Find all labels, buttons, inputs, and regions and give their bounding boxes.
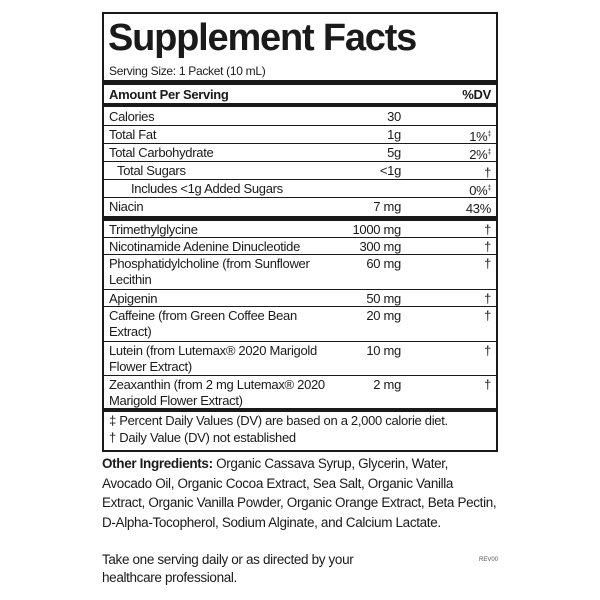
ingredient-row: Trimethylglycine 1000 mg † [104,221,496,238]
thick-divider [104,216,496,221]
supplement-facts-panel: Supplement Facts Serving Size: 1 Packet … [102,12,498,452]
footnote: ‡ Percent Daily Values (DV) are based on… [109,413,448,428]
nutrient-amount: <1g [379,163,401,178]
footnotes: ‡ Percent Daily Values (DV) are based on… [109,412,448,446]
nutrient-amount: 7 mg [373,199,401,214]
ingredient-name: Caffeine (from Green Coffee Bean Extract… [109,308,297,339]
panel-title: Supplement Facts [108,17,417,59]
ingredient-name: Trimethylglycine [109,222,198,237]
other-ingredients: Other Ingredients: Organic Cassava Syrup… [102,454,498,532]
ingredient-amount: 10 mg [366,343,401,358]
amount-per-serving-label: Amount Per Serving [109,86,229,102]
ingredient-row: Zeaxanthin (from 2 mg Lutemax® 2020 Mari… [104,376,496,411]
ingredient-table: Trimethylglycine 1000 mg † Nicotinamide A… [104,221,496,411]
nutrient-row: Niacin 7 mg 43% [104,198,496,216]
dv-value: 2% [469,147,488,162]
nutrient-dv: † [484,163,491,181]
ingredient-dv: † [484,308,491,323]
ingredient-name: Nicotinamide Adenine Dinucleotide [109,239,301,254]
dv-value: 1% [469,129,488,144]
ingredient-dv: † [484,343,491,358]
revision-code: REV00 [479,557,499,563]
ingredient-amount: 1000 mg [352,222,402,237]
dv-value: 0% [469,183,488,198]
dv-value: 43% [465,201,491,216]
ingredient-row: Nicotinamide Adenine Dinucleotide 300 mg… [104,238,496,255]
nutrient-row: Total Carbohydrate 5g 2%‡ [104,144,496,162]
ingredient-amount: 50 mg [366,291,401,306]
serving-size: Serving Size: 1 Packet (10 mL) [109,64,266,78]
nutrient-row: Total Sugars <1g † [104,162,496,180]
ingredient-row: Phosphatidylcholine (from Sunflower Leci… [104,255,496,290]
dv-label: %DV [462,86,491,102]
ingredient-dv: † [484,291,491,306]
nutrient-amount: 1g [387,127,401,142]
footnote: † Daily Value (DV) not established [109,430,296,445]
ingredient-row: Apigenin 50 mg † [104,290,496,307]
dv-footnote-mark: ‡ [487,185,491,192]
nutrient-name: Niacin [109,199,144,214]
nutrient-name: Total Fat [109,127,157,142]
ingredient-dv: † [484,256,491,271]
ingredient-dv: † [484,239,491,254]
thick-divider [104,103,496,107]
ingredient-name: Zeaxanthin (from 2 mg Lutemax® 2020 Mari… [109,377,325,408]
ingredient-row: Caffeine (from Green Coffee Bean Extract… [104,307,496,342]
other-ingredients-label: Other Ingredients: [102,456,213,471]
column-header: Amount Per Serving %DV [109,85,491,103]
thick-divider [104,408,496,412]
nutrient-name: Calories [109,109,155,124]
ingredient-row: Lutein (from Lutemax® 2020 Marigold Flow… [104,342,496,376]
ingredient-amount: 60 mg [366,256,401,271]
ingredient-amount: 2 mg [373,377,401,392]
nutrient-row: Calories 30 [104,108,496,126]
dv-value: † [484,165,491,180]
other-ingredients-text: Organic Cassava Syrup, Glycerin, Water, … [102,456,497,530]
nutrient-dv: 43% [466,199,491,217]
nutrient-amount: 30 [387,109,401,124]
ingredient-amount: 300 mg [359,239,401,254]
nutrient-dv: 1%‡ [469,127,491,145]
nutrient-dv: 2%‡ [469,145,491,163]
nutrient-row: Total Fat 1g 1%‡ [104,126,496,144]
ingredient-name: Phosphatidylcholine (from Sunflower Leci… [109,256,310,287]
dv-footnote-mark: ‡ [487,149,491,156]
ingredient-dv: † [484,377,491,392]
nutrient-table: Calories 30 Total Fat 1g 1%‡ Total Carboh… [104,108,496,216]
nutrient-name: Includes <1g Added Sugars [131,181,283,196]
nutrient-row: Includes <1g Added Sugars 0%‡ [104,180,496,198]
ingredient-name: Apigenin [109,291,158,306]
nutrient-name: Total Sugars [117,163,186,178]
directions: Take one serving daily or as directed by… [102,552,354,585]
nutrient-amount: 5g [387,145,401,160]
thick-divider [104,80,496,85]
nutrient-name: Total Carbohydrate [109,145,214,160]
dv-footnote-mark: ‡ [487,131,491,138]
ingredient-name: Lutein (from Lutemax® 2020 Marigold Flow… [109,343,317,374]
ingredient-dv: † [484,222,491,237]
ingredient-amount: 20 mg [366,308,401,323]
nutrient-dv: 0%‡ [469,181,491,199]
